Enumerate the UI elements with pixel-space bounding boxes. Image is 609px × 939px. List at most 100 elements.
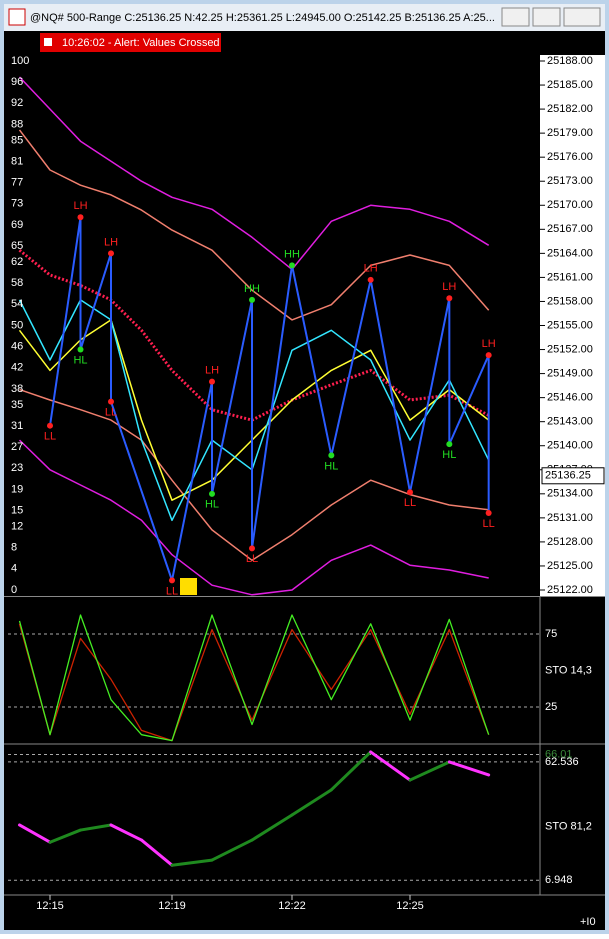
- pivot-label: LH: [442, 281, 456, 293]
- pivot-label: LL: [483, 518, 495, 530]
- trend-segment: [18, 823, 52, 844]
- left-scale-label: 46: [11, 341, 23, 353]
- left-scale-label: 96: [11, 76, 23, 88]
- indicator-line: [18, 614, 490, 742]
- pivot-label: LL: [105, 407, 117, 419]
- x-tick-label: 12:19: [158, 900, 186, 912]
- left-scale-label: 54: [11, 298, 23, 310]
- zigzag-segment: [171, 381, 213, 581]
- trend-segment: [329, 750, 373, 792]
- trend-segment: [109, 823, 143, 842]
- y-tick-label: 62.536: [545, 756, 579, 768]
- indicator-line: [18, 439, 489, 596]
- chart-area: [4, 31, 605, 930]
- left-scale-label: 69: [11, 219, 23, 231]
- alert-icon: [44, 38, 52, 46]
- zigzag-segment: [448, 354, 490, 445]
- y-tick-label: 25146.00: [547, 392, 593, 404]
- y-tick-label: 25152.00: [547, 343, 593, 355]
- left-scale-label: 0: [11, 584, 17, 596]
- y-tick-label: 25: [545, 701, 557, 713]
- left-scale-label: 19: [11, 483, 23, 495]
- left-scale-label: 42: [11, 362, 23, 374]
- indicator-line: [18, 299, 490, 522]
- y-tick-label: 25155.00: [547, 319, 593, 331]
- pivot-label: HH: [244, 283, 260, 295]
- left-scale-label: 58: [11, 277, 23, 289]
- zigzag-segment: [409, 298, 451, 493]
- trend-segment: [408, 760, 451, 782]
- y-tick-label: 25128.00: [547, 536, 593, 548]
- pivot-dot: [249, 545, 255, 552]
- pivot-label: HL: [205, 499, 219, 511]
- y-tick-label: 25179.00: [547, 127, 593, 139]
- y-tick-label: 25170.00: [547, 199, 593, 211]
- y-tick-label: 25188.00: [547, 55, 593, 67]
- alert-text: 10:26:02 - Alert: Values Crossed: [62, 37, 220, 49]
- pivot-dot: [249, 296, 255, 303]
- trend-segment: [210, 838, 254, 862]
- left-scale-label: 50: [11, 319, 23, 331]
- pivot-label: LH: [104, 236, 118, 248]
- zigzag-segment: [291, 265, 333, 456]
- trend-segment: [447, 760, 491, 777]
- x-tick-label: 12:25: [396, 900, 424, 912]
- pivot-dot: [367, 276, 374, 283]
- pivot-dot: [77, 214, 84, 221]
- pivot-dot: [108, 250, 114, 257]
- trend-segment: [170, 858, 214, 867]
- minimize-button[interactable]: [501, 7, 530, 27]
- pivot-dot: [209, 490, 215, 497]
- zigzag-segment: [79, 253, 112, 350]
- left-scale-label: 15: [11, 505, 23, 517]
- left-scale-label: 92: [11, 97, 23, 109]
- pivot-dot: [328, 452, 335, 459]
- y-tick-label: 75: [545, 628, 557, 640]
- pivot-label: HL: [73, 354, 87, 366]
- left-scale-label: 31: [11, 420, 23, 432]
- close-button[interactable]: [563, 7, 601, 27]
- maximize-button[interactable]: [532, 7, 561, 27]
- indicator-line: [18, 76, 490, 271]
- trend-segment: [79, 823, 113, 832]
- app-icon: [8, 8, 26, 26]
- left-scale-label: 62: [11, 256, 23, 268]
- indicator-line: [18, 623, 490, 742]
- pivot-dot: [209, 378, 215, 385]
- x-tick-label: 12:15: [36, 900, 64, 912]
- trend-segment: [369, 750, 412, 782]
- y-tick-label: 25140.00: [547, 440, 593, 452]
- alert-box: [40, 33, 221, 52]
- indicator-line: [19, 388, 489, 562]
- zigzag-segment: [369, 279, 411, 493]
- pivot-dot: [289, 262, 295, 269]
- pivot-label: LL: [404, 497, 416, 509]
- pivot-dot: [485, 352, 492, 359]
- left-scale-label: 65: [11, 240, 23, 252]
- trend-segment: [48, 828, 82, 844]
- left-scale-label: 100: [11, 55, 29, 67]
- indicator-line: [18, 249, 490, 422]
- pivot-dot: [446, 295, 453, 302]
- y-tick-label: 66.01: [545, 748, 573, 760]
- pivot-label: LL: [246, 553, 258, 565]
- left-scale-label: 4: [11, 563, 17, 575]
- pivot-dot: [47, 422, 53, 429]
- pivot-label: LH: [482, 338, 496, 350]
- y-tick-label: 25185.00: [547, 79, 593, 91]
- y-tick-label: 25167.00: [547, 223, 593, 235]
- x-tick-label: 12:22: [278, 900, 306, 912]
- trend-segment: [250, 813, 294, 842]
- last-price-box: [541, 467, 605, 485]
- pane-label: STO 81,2: [545, 820, 592, 832]
- trend-segment: [290, 788, 333, 817]
- pivot-dot: [407, 489, 413, 496]
- left-scale-label: 27: [11, 441, 23, 453]
- y-tick-label: 25182.00: [547, 103, 593, 115]
- y-tick-label: 25173.00: [547, 175, 593, 187]
- y-tick-label: 25164.00: [547, 247, 593, 259]
- zigzag-segment: [110, 401, 173, 581]
- price-pane: LL LH HL LH LL LL LH HL HH LL HH HL LH LL LH HL LH LL: [18, 76, 496, 596]
- pivot-label: HH: [284, 248, 300, 260]
